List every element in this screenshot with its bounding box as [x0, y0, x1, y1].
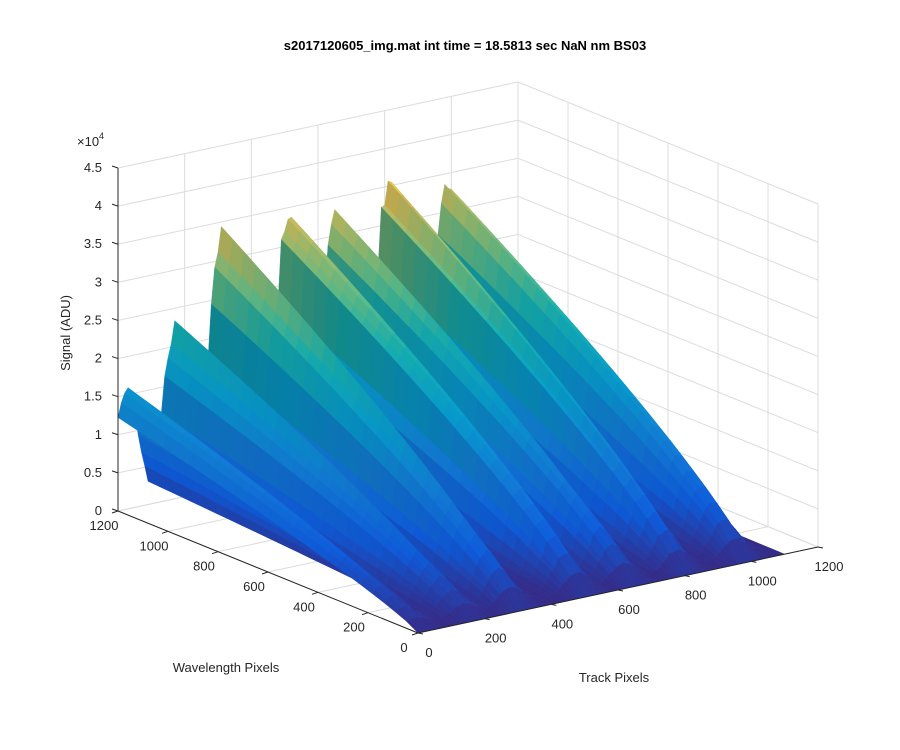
gridline: [517, 272, 819, 396]
surface-layer: [117, 180, 786, 634]
y-tick-mark: [161, 530, 169, 534]
z-tick-mark: [111, 356, 119, 360]
y-tick-mark: [361, 612, 369, 616]
y-tick-mark: [261, 571, 269, 575]
x-tick-mark: [417, 632, 424, 635]
gridline: [117, 81, 519, 169]
y-tick-label: 1200: [90, 518, 119, 533]
ticks-layer: 0200400600800100012000200400600800100012…: [84, 160, 844, 660]
z-tick-mark: [111, 394, 119, 398]
y-tick-label: 800: [193, 559, 215, 574]
x-tick-mark: [484, 618, 490, 621]
z-tick-mark: [111, 165, 119, 169]
x-tick-label: 800: [685, 588, 707, 603]
z-axis-label: Signal (ADU): [58, 295, 73, 371]
z-tick-label: 0: [95, 503, 102, 518]
z-tick-label: 1.5: [84, 389, 102, 404]
x-tick-label: 400: [551, 616, 573, 631]
y-tick-label: 200: [343, 620, 365, 635]
y-axis-label: Wavelength Pixels: [173, 660, 280, 675]
y-tick-label: 400: [293, 599, 315, 614]
z-tick-mark: [111, 279, 119, 283]
y-tick-label: 600: [243, 579, 265, 594]
z-tick-label: 2: [95, 351, 102, 366]
x-axis-label: Track Pixels: [579, 670, 650, 685]
x-tick-mark: [617, 589, 624, 592]
x-tick-label: 0: [425, 645, 432, 660]
chart-title: s2017120605_img.mat int time = 18.5813 s…: [284, 38, 646, 53]
gridline: [517, 81, 819, 205]
x-tick-label: 1200: [815, 559, 844, 574]
y-tick-label: 1000: [140, 538, 169, 553]
z-tick-label: 3.5: [84, 236, 102, 251]
x-tick-mark: [817, 546, 824, 549]
z-tick-label: 4.5: [84, 160, 102, 175]
z-tick-mark: [111, 470, 119, 474]
gridline: [517, 195, 819, 319]
y-tick-mark: [211, 551, 219, 555]
z-tick-label: 2.5: [84, 312, 102, 327]
svg-text:4: 4: [99, 131, 104, 141]
z-tick-label: 0.5: [84, 465, 102, 480]
z-tick-mark: [111, 508, 119, 512]
x-tick-mark: [751, 560, 757, 563]
z-tick-mark: [111, 241, 119, 245]
gridline: [117, 119, 519, 207]
gridline: [517, 233, 819, 357]
z-tick-mark: [111, 317, 119, 321]
y-tick-mark: [111, 510, 119, 514]
z-tick-label: 3: [95, 274, 102, 289]
gridline: [517, 119, 819, 243]
z-tick-label: 1: [95, 427, 102, 442]
gridline: [517, 157, 819, 281]
x-tick-label: 1000: [748, 573, 777, 588]
x-tick-label: 200: [485, 631, 507, 646]
z-exponent-label: ×10 4: [77, 131, 104, 149]
x-tick-mark: [684, 575, 690, 578]
gridline: [117, 157, 519, 245]
y-tick-mark: [411, 632, 419, 636]
x-tick-label: 600: [618, 602, 640, 617]
z-tick-mark: [111, 203, 119, 207]
x-tick-mark: [551, 603, 557, 606]
y-tick-label: 0: [400, 640, 407, 655]
y-tick-mark: [311, 591, 319, 595]
svg-text:×10: ×10: [77, 134, 99, 149]
z-tick-mark: [111, 432, 119, 436]
z-tick-label: 4: [95, 198, 102, 213]
